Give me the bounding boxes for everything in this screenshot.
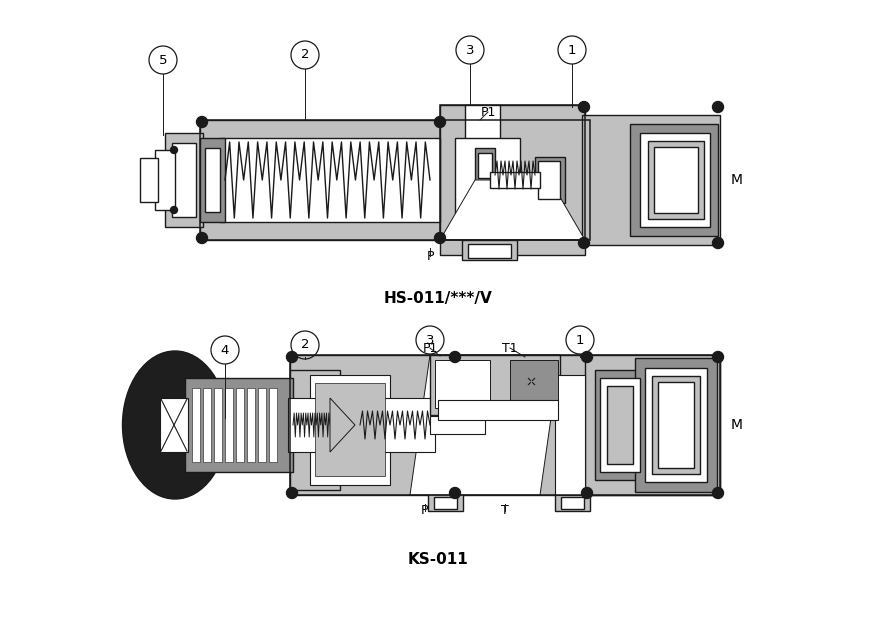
FancyBboxPatch shape xyxy=(428,493,463,511)
FancyBboxPatch shape xyxy=(468,244,511,258)
FancyBboxPatch shape xyxy=(630,124,718,236)
Circle shape xyxy=(578,102,590,112)
FancyBboxPatch shape xyxy=(582,115,720,245)
Text: 4: 4 xyxy=(221,344,230,357)
Text: 1: 1 xyxy=(568,43,576,57)
Text: P: P xyxy=(421,504,428,516)
Text: 5: 5 xyxy=(159,53,167,67)
FancyBboxPatch shape xyxy=(555,375,585,495)
Text: T1: T1 xyxy=(502,342,518,354)
FancyBboxPatch shape xyxy=(220,138,440,222)
Circle shape xyxy=(196,232,208,244)
FancyBboxPatch shape xyxy=(140,158,158,202)
FancyBboxPatch shape xyxy=(315,383,385,476)
FancyBboxPatch shape xyxy=(310,375,390,485)
FancyBboxPatch shape xyxy=(200,120,530,240)
FancyBboxPatch shape xyxy=(355,398,435,452)
Polygon shape xyxy=(410,355,560,495)
FancyBboxPatch shape xyxy=(648,141,704,219)
FancyBboxPatch shape xyxy=(269,388,277,462)
Circle shape xyxy=(582,352,592,362)
FancyBboxPatch shape xyxy=(203,388,211,462)
FancyBboxPatch shape xyxy=(258,388,266,462)
FancyBboxPatch shape xyxy=(155,150,175,210)
Text: M: M xyxy=(731,173,743,187)
FancyBboxPatch shape xyxy=(600,378,640,472)
FancyBboxPatch shape xyxy=(205,148,220,212)
Text: P1: P1 xyxy=(480,106,496,119)
FancyBboxPatch shape xyxy=(236,388,244,462)
Text: HS-011/***/V: HS-011/***/V xyxy=(384,291,492,305)
Circle shape xyxy=(712,102,724,112)
FancyBboxPatch shape xyxy=(652,376,700,474)
Text: T: T xyxy=(501,504,509,516)
FancyBboxPatch shape xyxy=(490,172,540,188)
Circle shape xyxy=(171,207,178,214)
Circle shape xyxy=(196,117,208,127)
Polygon shape xyxy=(440,180,585,240)
FancyBboxPatch shape xyxy=(561,497,584,509)
Ellipse shape xyxy=(123,351,228,499)
FancyBboxPatch shape xyxy=(200,138,225,222)
Circle shape xyxy=(434,232,446,244)
FancyBboxPatch shape xyxy=(455,138,520,222)
FancyBboxPatch shape xyxy=(510,360,558,408)
FancyBboxPatch shape xyxy=(640,133,710,227)
FancyBboxPatch shape xyxy=(172,143,196,217)
Circle shape xyxy=(712,237,724,249)
Circle shape xyxy=(286,352,298,362)
Text: 2: 2 xyxy=(300,338,309,352)
FancyBboxPatch shape xyxy=(462,240,517,260)
FancyBboxPatch shape xyxy=(645,368,707,482)
FancyBboxPatch shape xyxy=(290,355,720,495)
Text: P1: P1 xyxy=(422,342,438,354)
FancyBboxPatch shape xyxy=(225,388,233,462)
FancyBboxPatch shape xyxy=(475,148,495,183)
FancyBboxPatch shape xyxy=(160,398,188,452)
FancyBboxPatch shape xyxy=(658,382,694,468)
FancyBboxPatch shape xyxy=(595,370,645,480)
FancyBboxPatch shape xyxy=(535,157,565,203)
Text: 3: 3 xyxy=(466,43,474,57)
FancyBboxPatch shape xyxy=(290,370,340,490)
FancyBboxPatch shape xyxy=(654,147,698,213)
FancyBboxPatch shape xyxy=(635,358,717,492)
Circle shape xyxy=(171,146,178,153)
FancyBboxPatch shape xyxy=(607,386,633,464)
Text: M: M xyxy=(731,418,743,432)
FancyBboxPatch shape xyxy=(465,105,500,160)
FancyBboxPatch shape xyxy=(434,497,457,509)
FancyBboxPatch shape xyxy=(192,388,200,462)
Circle shape xyxy=(712,487,724,499)
FancyBboxPatch shape xyxy=(288,398,333,452)
FancyBboxPatch shape xyxy=(435,360,490,408)
Polygon shape xyxy=(330,398,355,452)
FancyBboxPatch shape xyxy=(247,388,255,462)
FancyBboxPatch shape xyxy=(538,161,560,199)
FancyBboxPatch shape xyxy=(440,105,585,255)
Circle shape xyxy=(434,117,446,127)
FancyBboxPatch shape xyxy=(214,388,222,462)
FancyBboxPatch shape xyxy=(585,355,720,495)
FancyBboxPatch shape xyxy=(478,153,492,178)
FancyBboxPatch shape xyxy=(555,493,590,511)
FancyBboxPatch shape xyxy=(185,378,293,472)
Circle shape xyxy=(582,487,592,499)
Text: P: P xyxy=(427,249,434,263)
Circle shape xyxy=(578,237,590,249)
Circle shape xyxy=(449,352,461,362)
Text: 3: 3 xyxy=(426,333,434,347)
FancyBboxPatch shape xyxy=(438,400,558,420)
FancyBboxPatch shape xyxy=(165,133,203,227)
FancyBboxPatch shape xyxy=(430,355,560,415)
Text: 1: 1 xyxy=(576,333,584,347)
FancyBboxPatch shape xyxy=(430,416,485,434)
Circle shape xyxy=(449,487,461,499)
Text: 2: 2 xyxy=(300,48,309,62)
Circle shape xyxy=(712,352,724,362)
Circle shape xyxy=(286,487,298,499)
Text: KS-011: KS-011 xyxy=(407,553,469,568)
